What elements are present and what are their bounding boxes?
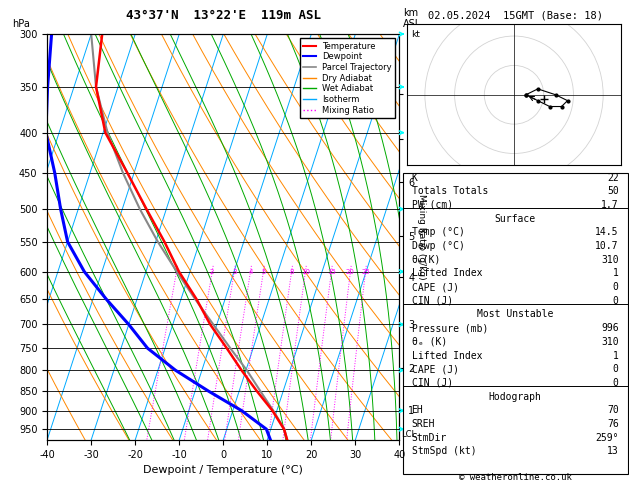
Text: 10: 10 <box>301 269 310 275</box>
Text: 0: 0 <box>613 282 619 292</box>
Text: Dewp (°C): Dewp (°C) <box>411 241 464 251</box>
Text: © weatheronline.co.uk: © weatheronline.co.uk <box>459 473 572 482</box>
Text: 5: 5 <box>261 269 265 275</box>
Text: 25: 25 <box>361 269 370 275</box>
Y-axis label: Mixing Ratio (g/kg): Mixing Ratio (g/kg) <box>417 194 426 280</box>
Text: 70: 70 <box>607 405 619 416</box>
Text: 3: 3 <box>232 269 237 275</box>
X-axis label: Dewpoint / Temperature (°C): Dewpoint / Temperature (°C) <box>143 465 303 475</box>
Text: StmSpd (kt): StmSpd (kt) <box>411 447 476 456</box>
Text: 1: 1 <box>613 350 619 361</box>
Text: 996: 996 <box>601 323 619 333</box>
Text: 43°37'N  13°22'E  119m ASL: 43°37'N 13°22'E 119m ASL <box>126 9 321 22</box>
Text: K: K <box>411 173 418 183</box>
Text: 2: 2 <box>210 269 214 275</box>
Text: CAPE (J): CAPE (J) <box>411 282 459 292</box>
Text: 15: 15 <box>327 269 336 275</box>
Text: 0: 0 <box>613 364 619 374</box>
Text: LCL: LCL <box>401 430 416 439</box>
Text: Lifted Index: Lifted Index <box>411 350 482 361</box>
Text: θₑ (K): θₑ (K) <box>411 337 447 347</box>
Text: km
ASL: km ASL <box>403 8 421 29</box>
Text: 14.5: 14.5 <box>595 227 619 237</box>
Text: 13: 13 <box>607 447 619 456</box>
Text: 76: 76 <box>607 419 619 429</box>
Text: Pressure (mb): Pressure (mb) <box>411 323 488 333</box>
Text: kt: kt <box>411 30 420 39</box>
Text: Hodograph: Hodograph <box>489 392 542 401</box>
Text: StmDir: StmDir <box>411 433 447 443</box>
Text: SREH: SREH <box>411 419 435 429</box>
Text: 310: 310 <box>601 255 619 265</box>
Text: 02.05.2024  15GMT (Base: 18): 02.05.2024 15GMT (Base: 18) <box>428 11 603 21</box>
Text: 1.7: 1.7 <box>601 200 619 210</box>
Text: 0: 0 <box>613 378 619 388</box>
Text: 0: 0 <box>613 296 619 306</box>
Text: 20: 20 <box>346 269 355 275</box>
Legend: Temperature, Dewpoint, Parcel Trajectory, Dry Adiabat, Wet Adiabat, Isotherm, Mi: Temperature, Dewpoint, Parcel Trajectory… <box>300 38 395 118</box>
Text: CIN (J): CIN (J) <box>411 296 453 306</box>
Text: 10.7: 10.7 <box>595 241 619 251</box>
Text: CIN (J): CIN (J) <box>411 378 453 388</box>
Text: PW (cm): PW (cm) <box>411 200 453 210</box>
Text: Totals Totals: Totals Totals <box>411 186 488 196</box>
Text: Most Unstable: Most Unstable <box>477 310 554 319</box>
Text: 4: 4 <box>248 269 253 275</box>
Text: 1: 1 <box>174 269 179 275</box>
Text: Surface: Surface <box>494 214 536 224</box>
Text: Lifted Index: Lifted Index <box>411 268 482 278</box>
Text: 50: 50 <box>607 186 619 196</box>
Text: EH: EH <box>411 405 423 416</box>
Text: θₑ(K): θₑ(K) <box>411 255 441 265</box>
Text: 310: 310 <box>601 337 619 347</box>
Text: hPa: hPa <box>12 19 30 29</box>
Text: 1: 1 <box>613 268 619 278</box>
Text: 8: 8 <box>289 269 294 275</box>
Text: 259°: 259° <box>595 433 619 443</box>
Text: CAPE (J): CAPE (J) <box>411 364 459 374</box>
Text: Temp (°C): Temp (°C) <box>411 227 464 237</box>
Text: 22: 22 <box>607 173 619 183</box>
